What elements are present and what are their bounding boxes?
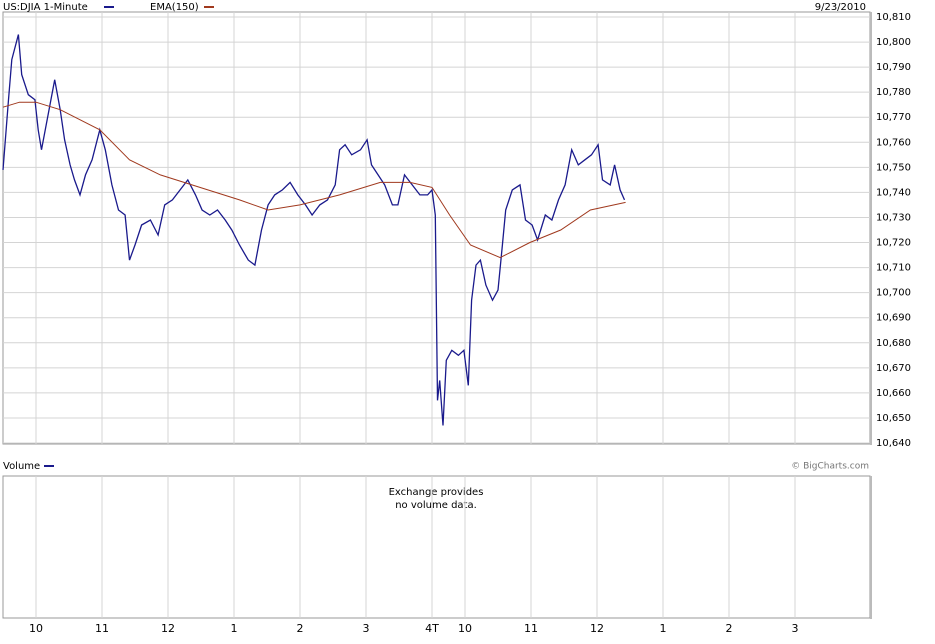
y-tick-label: 10,680 [876, 338, 911, 349]
y-tick-label: 10,780 [876, 87, 911, 98]
y-tick-label: 10,700 [876, 288, 911, 299]
x-tick-label: 1 [660, 622, 667, 635]
y-tick-label: 10,740 [876, 187, 911, 198]
x-tick-label: 3 [792, 622, 799, 635]
y-tick-label: 10,760 [876, 137, 911, 148]
x-tick-label: 11 [524, 622, 538, 635]
volume-message: Exchange provides [389, 487, 484, 498]
y-tick-label: 10,670 [876, 363, 911, 374]
x-tick-label: 12 [161, 622, 175, 635]
y-tick-label: 10,650 [876, 413, 911, 424]
y-tick-label: 10,660 [876, 388, 911, 399]
panel-shadow [870, 476, 872, 619]
panel-shadow [870, 12, 872, 445]
x-tick-label: 3 [363, 622, 370, 635]
y-tick-label: 10,710 [876, 263, 911, 274]
y-tick-label: 10,730 [876, 212, 911, 223]
x-tick-label: 10 [458, 622, 472, 635]
price-panel [2, 11, 871, 445]
volume-message: no volume data. [395, 500, 477, 511]
volume-title: Volume [3, 461, 40, 472]
x-tick-label: 11 [95, 622, 109, 635]
x-tick-label: 1 [231, 622, 238, 635]
series-line [2, 34, 626, 426]
y-tick-label: 10,810 [876, 12, 911, 23]
y-tick-label: 10,800 [876, 37, 911, 48]
x-tick-label: 2 [726, 622, 733, 635]
series-line [2, 101, 626, 259]
credit: © BigCharts.com [791, 462, 869, 472]
y-tick-label: 10,790 [876, 62, 911, 73]
x-tick-label: 4T [425, 622, 439, 635]
y-tick-label: 10,750 [876, 162, 911, 173]
volume-panel [2, 475, 871, 619]
y-tick-label: 10,720 [876, 238, 911, 249]
date: 9/23/2010 [815, 2, 866, 13]
x-tick-label: 2 [297, 622, 304, 635]
y-tick-label: 10,640 [876, 438, 911, 449]
y-tick-label: 10,770 [876, 112, 911, 123]
chart-title: US:DJIA 1-Minute [3, 2, 88, 13]
x-tick-label: 10 [29, 622, 43, 635]
y-tick-label: 10,690 [876, 313, 911, 324]
legend-label: EMA(150) [150, 2, 199, 13]
x-tick-label: 12 [590, 622, 604, 635]
